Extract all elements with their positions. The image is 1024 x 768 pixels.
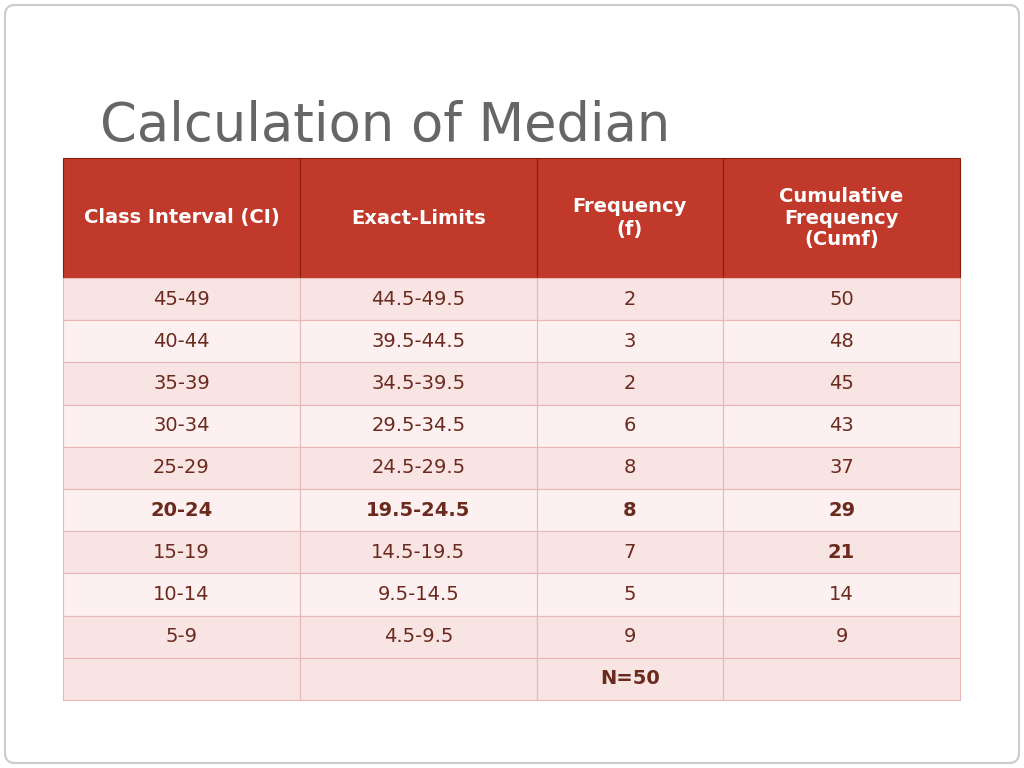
Text: 29.5-34.5: 29.5-34.5: [372, 416, 465, 435]
Bar: [537, 531, 723, 574]
Text: 7: 7: [624, 543, 636, 562]
Text: Class Interval (CI): Class Interval (CI): [84, 208, 280, 227]
Text: 2: 2: [624, 374, 636, 393]
Text: 35-39: 35-39: [153, 374, 210, 393]
Bar: [537, 658, 723, 700]
Bar: [300, 531, 537, 574]
Text: 25-29: 25-29: [153, 458, 210, 478]
Text: 30-34: 30-34: [154, 416, 210, 435]
Bar: [723, 320, 961, 362]
Text: 15-19: 15-19: [153, 543, 210, 562]
Text: 10-14: 10-14: [154, 585, 210, 604]
Text: 34.5-39.5: 34.5-39.5: [372, 374, 465, 393]
Text: 45-49: 45-49: [153, 290, 210, 309]
Bar: [537, 405, 723, 447]
Text: 50: 50: [829, 290, 854, 309]
Text: 20-24: 20-24: [151, 501, 213, 520]
Text: Exact-Limits: Exact-Limits: [351, 208, 485, 227]
Text: 39.5-44.5: 39.5-44.5: [372, 332, 465, 351]
Bar: [300, 362, 537, 405]
Bar: [300, 658, 537, 700]
Bar: [63, 320, 300, 362]
Bar: [723, 531, 961, 574]
Bar: [537, 362, 723, 405]
Bar: [300, 447, 537, 489]
Bar: [537, 489, 723, 531]
Text: 8: 8: [624, 458, 636, 478]
Text: 19.5-24.5: 19.5-24.5: [367, 501, 470, 520]
Bar: [300, 616, 537, 658]
Bar: [723, 447, 961, 489]
Bar: [723, 489, 961, 531]
Text: 48: 48: [829, 332, 854, 351]
Bar: [723, 278, 961, 320]
Bar: [723, 158, 961, 278]
Bar: [537, 447, 723, 489]
Bar: [537, 574, 723, 616]
Text: 37: 37: [829, 458, 854, 478]
Text: 29: 29: [828, 501, 855, 520]
Bar: [723, 405, 961, 447]
Bar: [537, 320, 723, 362]
FancyBboxPatch shape: [5, 5, 1019, 763]
Bar: [63, 405, 300, 447]
Text: N=50: N=50: [600, 670, 659, 688]
Text: 5: 5: [624, 585, 636, 604]
Text: 45: 45: [829, 374, 854, 393]
Bar: [537, 158, 723, 278]
Text: 6: 6: [624, 416, 636, 435]
Text: Frequency
(f): Frequency (f): [572, 197, 687, 239]
Bar: [63, 278, 300, 320]
Text: 43: 43: [829, 416, 854, 435]
Bar: [300, 320, 537, 362]
Bar: [723, 658, 961, 700]
Text: 9.5-14.5: 9.5-14.5: [378, 585, 459, 604]
Bar: [63, 447, 300, 489]
Bar: [537, 616, 723, 658]
Bar: [63, 574, 300, 616]
Text: 2: 2: [624, 290, 636, 309]
Text: 9: 9: [624, 627, 636, 646]
Bar: [300, 158, 537, 278]
Bar: [723, 616, 961, 658]
Text: 14: 14: [829, 585, 854, 604]
Bar: [723, 574, 961, 616]
Bar: [537, 278, 723, 320]
Text: 4.5-9.5: 4.5-9.5: [384, 627, 453, 646]
Text: 14.5-19.5: 14.5-19.5: [372, 543, 465, 562]
Text: 44.5-49.5: 44.5-49.5: [372, 290, 465, 309]
Bar: [63, 616, 300, 658]
Text: 8: 8: [624, 501, 637, 520]
Bar: [63, 531, 300, 574]
Text: 21: 21: [828, 543, 855, 562]
Bar: [300, 489, 537, 531]
Text: 9: 9: [836, 627, 848, 646]
Bar: [300, 405, 537, 447]
Bar: [63, 362, 300, 405]
Bar: [300, 574, 537, 616]
Bar: [300, 278, 537, 320]
Bar: [63, 658, 300, 700]
Text: 40-44: 40-44: [154, 332, 210, 351]
Bar: [723, 362, 961, 405]
Text: 24.5-29.5: 24.5-29.5: [372, 458, 465, 478]
Bar: [63, 158, 300, 278]
Text: Cumulative
Frequency
(Cumf): Cumulative Frequency (Cumf): [779, 187, 904, 250]
Text: 3: 3: [624, 332, 636, 351]
Bar: [63, 489, 300, 531]
Text: Calculation of Median: Calculation of Median: [100, 100, 671, 152]
Text: 5-9: 5-9: [166, 627, 198, 646]
